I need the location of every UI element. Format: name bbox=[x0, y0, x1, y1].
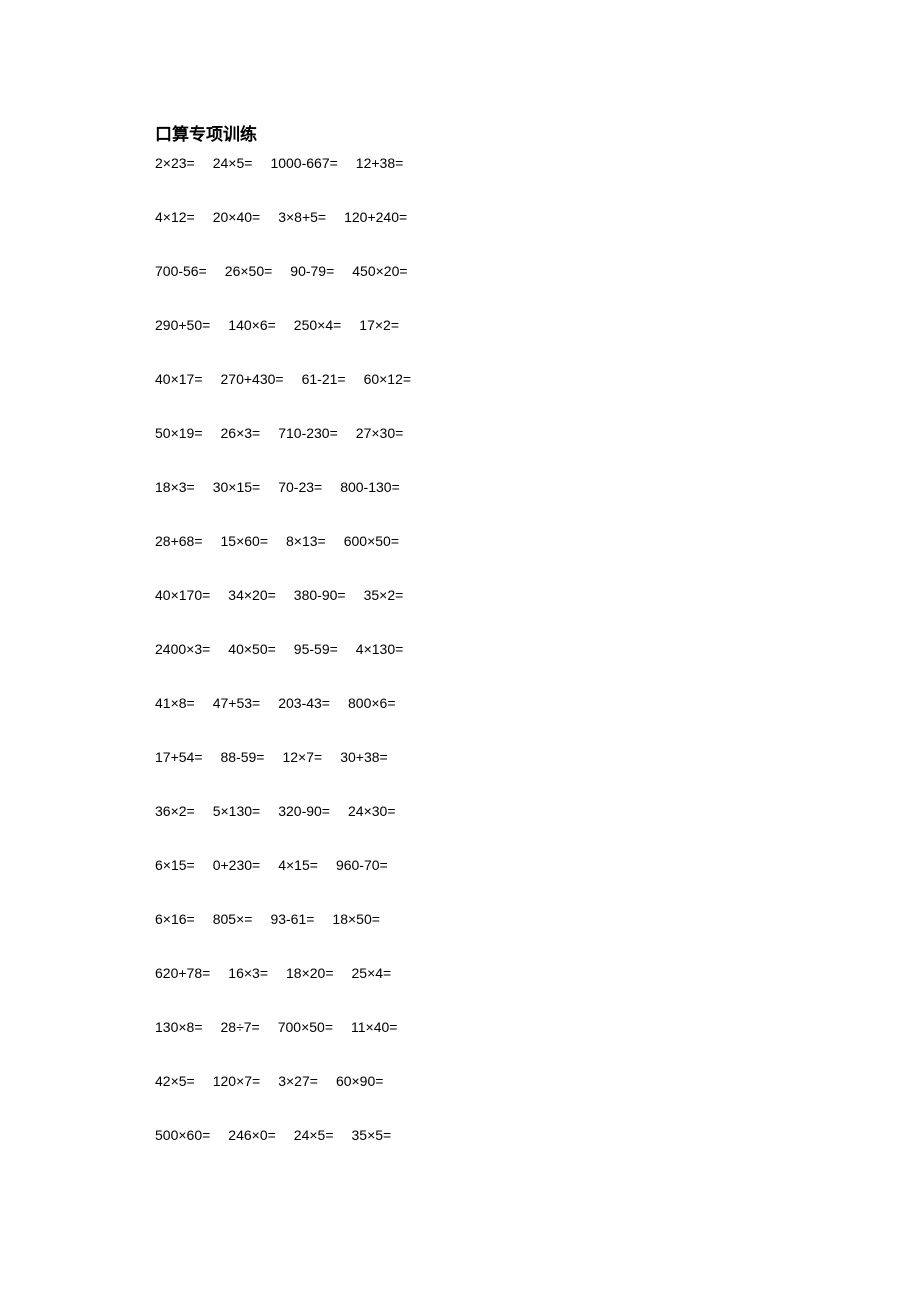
problem-cell: 130×8= bbox=[155, 1019, 203, 1035]
problem-cell: 120×7= bbox=[213, 1073, 261, 1089]
problem-row: 290+50= 140×6= 250×4= 17×2= bbox=[155, 317, 765, 333]
problem-cell: 34×20= bbox=[228, 587, 276, 603]
problem-row: 41×8= 47+53= 203-43= 800×6= bbox=[155, 695, 765, 711]
problem-cell: 3×27= bbox=[278, 1073, 318, 1089]
problem-cell: 710-230= bbox=[278, 425, 338, 441]
problem-row: 42×5= 120×7= 3×27= 60×90= bbox=[155, 1073, 765, 1089]
problem-cell: 16×3= bbox=[228, 965, 268, 981]
problem-cell: 26×3= bbox=[221, 425, 261, 441]
problem-cell: 36×2= bbox=[155, 803, 195, 819]
problems-container: 2×23= 24×5= 1000-667= 12+38= 4×12= 20×40= 3×8+… bbox=[155, 155, 765, 1181]
problem-cell: 93-61= bbox=[270, 911, 314, 927]
problem-cell: 700-56= bbox=[155, 263, 207, 279]
problem-cell: 40×170= bbox=[155, 587, 210, 603]
problem-cell: 800×6= bbox=[348, 695, 396, 711]
problem-cell: 90-79= bbox=[290, 263, 334, 279]
problem-row: 6×15= 0+230= 4×15= 960-70= bbox=[155, 857, 765, 873]
problem-row: 2×23= 24×5= 1000-667= 12+38= bbox=[155, 155, 765, 171]
problem-cell: 805×= bbox=[213, 911, 253, 927]
problem-cell: 30×15= bbox=[213, 479, 261, 495]
problem-cell: 15×60= bbox=[221, 533, 269, 549]
problem-cell: 17×2= bbox=[359, 317, 399, 333]
problem-row: 700-56= 26×50= 90-79= 450×20= bbox=[155, 263, 765, 279]
problem-cell: 2400×3= bbox=[155, 641, 210, 657]
problem-cell: 5×130= bbox=[213, 803, 261, 819]
problem-cell: 450×20= bbox=[352, 263, 407, 279]
problem-cell: 41×8= bbox=[155, 695, 195, 711]
problem-cell: 960-70= bbox=[336, 857, 388, 873]
problem-row: 6×16= 805×= 93-61= 18×50= bbox=[155, 911, 765, 927]
problem-cell: 2×23= bbox=[155, 155, 195, 171]
problem-cell: 203-43= bbox=[278, 695, 330, 711]
problem-cell: 24×5= bbox=[294, 1127, 334, 1143]
problem-row: 36×2= 5×130= 320-90= 24×30= bbox=[155, 803, 765, 819]
problem-cell: 28+68= bbox=[155, 533, 203, 549]
problem-cell: 250×4= bbox=[294, 317, 342, 333]
problem-cell: 700×50= bbox=[278, 1019, 333, 1035]
problem-row: 4×12= 20×40= 3×8+5= 120+240= bbox=[155, 209, 765, 225]
problem-cell: 12+38= bbox=[356, 155, 404, 171]
problem-cell: 18×20= bbox=[286, 965, 334, 981]
problem-cell: 24×30= bbox=[348, 803, 396, 819]
problem-cell: 500×60= bbox=[155, 1127, 210, 1143]
problem-row: 40×17= 270+430= 61-21= 60×12= bbox=[155, 371, 765, 387]
problem-cell: 88-59= bbox=[221, 749, 265, 765]
problem-cell: 4×12= bbox=[155, 209, 195, 225]
problem-row: 17+54= 88-59= 12×7= 30+38= bbox=[155, 749, 765, 765]
problem-cell: 12×7= bbox=[282, 749, 322, 765]
problem-cell: 18×3= bbox=[155, 479, 195, 495]
problem-cell: 0+230= bbox=[213, 857, 261, 873]
problem-cell: 40×17= bbox=[155, 371, 203, 387]
problem-cell: 60×12= bbox=[364, 371, 412, 387]
problem-cell: 3×8+5= bbox=[278, 209, 326, 225]
problem-cell: 25×4= bbox=[352, 965, 392, 981]
problem-cell: 50×19= bbox=[155, 425, 203, 441]
problem-cell: 270+430= bbox=[221, 371, 284, 387]
problem-row: 18×3= 30×15= 70-23= 800-130= bbox=[155, 479, 765, 495]
problem-row: 50×19= 26×3= 710-230= 27×30= bbox=[155, 425, 765, 441]
problem-cell: 800-130= bbox=[340, 479, 400, 495]
problem-row: 40×170= 34×20= 380-90= 35×2= bbox=[155, 587, 765, 603]
problem-cell: 120+240= bbox=[344, 209, 407, 225]
problem-row: 28+68= 15×60= 8×13= 600×50= bbox=[155, 533, 765, 549]
problem-cell: 246×0= bbox=[228, 1127, 276, 1143]
problem-cell: 620+78= bbox=[155, 965, 210, 981]
problem-row: 500×60= 246×0= 24×5= 35×5= bbox=[155, 1127, 765, 1143]
problem-cell: 1000-667= bbox=[270, 155, 337, 171]
page-container: 口算专项训练 2×23= 24×5= 1000-667= 12+38= 4×12= 20×… bbox=[0, 0, 920, 1181]
problem-cell: 61-21= bbox=[302, 371, 346, 387]
problem-cell: 47+53= bbox=[213, 695, 261, 711]
problem-cell: 70-23= bbox=[278, 479, 322, 495]
problem-cell: 4×130= bbox=[356, 641, 404, 657]
problem-cell: 95-59= bbox=[294, 641, 338, 657]
problem-row: 2400×3= 40×50= 95-59= 4×130= bbox=[155, 641, 765, 657]
problem-cell: 8×13= bbox=[286, 533, 326, 549]
problem-row: 620+78= 16×3= 18×20= 25×4= bbox=[155, 965, 765, 981]
problem-cell: 28÷7= bbox=[221, 1019, 260, 1035]
problem-cell: 6×15= bbox=[155, 857, 195, 873]
problem-cell: 380-90= bbox=[294, 587, 346, 603]
problem-cell: 26×50= bbox=[225, 263, 273, 279]
problem-cell: 11×40= bbox=[351, 1019, 397, 1035]
problem-cell: 35×5= bbox=[352, 1127, 392, 1143]
problem-cell: 20×40= bbox=[213, 209, 261, 225]
problem-cell: 17+54= bbox=[155, 749, 203, 765]
page-title: 口算专项训练 bbox=[155, 120, 765, 145]
problem-cell: 60×90= bbox=[336, 1073, 384, 1089]
problem-cell: 140×6= bbox=[228, 317, 276, 333]
problem-cell: 320-90= bbox=[278, 803, 330, 819]
problem-cell: 30+38= bbox=[340, 749, 388, 765]
problem-cell: 6×16= bbox=[155, 911, 195, 927]
problem-cell: 290+50= bbox=[155, 317, 210, 333]
problem-cell: 600×50= bbox=[344, 533, 399, 549]
problem-cell: 4×15= bbox=[278, 857, 318, 873]
problem-cell: 35×2= bbox=[364, 587, 404, 603]
problem-cell: 18×50= bbox=[332, 911, 380, 927]
problem-row: 130×8= 28÷7= 700×50= 11×40= bbox=[155, 1019, 765, 1035]
problem-cell: 27×30= bbox=[356, 425, 404, 441]
problem-cell: 24×5= bbox=[213, 155, 253, 171]
problem-cell: 40×50= bbox=[228, 641, 276, 657]
problem-cell: 42×5= bbox=[155, 1073, 195, 1089]
